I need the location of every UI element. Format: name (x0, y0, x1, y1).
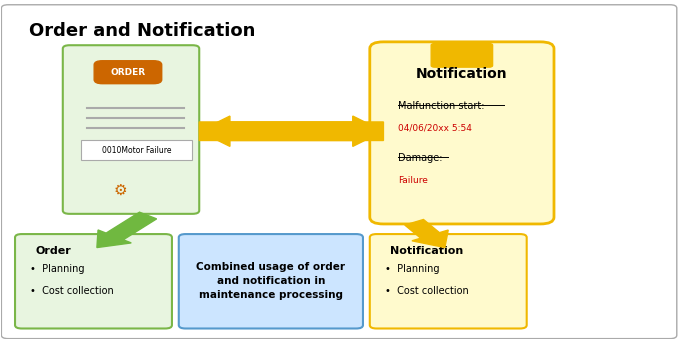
Text: ⚙: ⚙ (114, 183, 127, 198)
Text: ORDER: ORDER (110, 68, 145, 77)
Text: Damage:: Damage: (399, 153, 443, 163)
FancyBboxPatch shape (370, 234, 527, 328)
FancyArrow shape (97, 212, 157, 248)
Text: •  Planning: • Planning (30, 265, 84, 274)
FancyArrow shape (405, 220, 448, 248)
FancyBboxPatch shape (94, 61, 162, 84)
FancyBboxPatch shape (370, 42, 554, 224)
Text: •  Cost collection: • Cost collection (385, 286, 469, 296)
FancyArrow shape (199, 116, 384, 147)
Text: Notification: Notification (390, 246, 464, 256)
Text: •  Cost collection: • Cost collection (30, 286, 114, 296)
Text: 0010Motor Failure: 0010Motor Failure (101, 146, 171, 155)
Text: Failure: Failure (399, 176, 428, 185)
FancyBboxPatch shape (15, 234, 172, 328)
Text: Order and Notification: Order and Notification (29, 22, 255, 40)
Text: Malfunction start:: Malfunction start: (399, 101, 485, 111)
FancyBboxPatch shape (1, 5, 677, 339)
FancyBboxPatch shape (179, 234, 363, 328)
Text: 04/06/20xx 5:54: 04/06/20xx 5:54 (399, 124, 473, 133)
FancyBboxPatch shape (63, 45, 199, 214)
FancyBboxPatch shape (431, 44, 493, 67)
Text: Combined usage of order
and notification in
maintenance processing: Combined usage of order and notification… (197, 262, 345, 300)
FancyArrow shape (199, 116, 384, 147)
Text: Notification: Notification (416, 67, 508, 81)
Text: Order: Order (36, 246, 71, 256)
Text: •  Planning: • Planning (385, 265, 439, 274)
FancyBboxPatch shape (82, 140, 192, 160)
